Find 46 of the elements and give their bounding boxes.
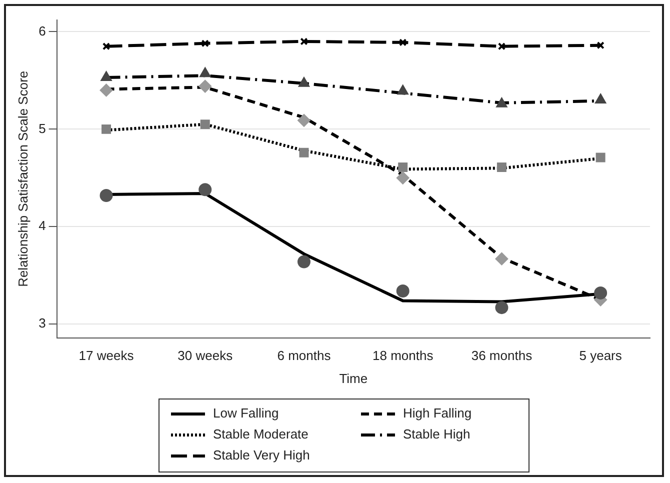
point — [495, 252, 508, 266]
point — [200, 120, 210, 130]
point — [102, 42, 110, 50]
y-tick-label: 6 — [38, 23, 46, 38]
y-axis-title: Relationship Satisfaction Scale Score — [15, 70, 30, 287]
x-tick-label: 36 months — [471, 348, 533, 364]
point — [396, 284, 410, 298]
legend-label: High Falling — [403, 406, 472, 421]
point — [201, 40, 209, 48]
legend-label: Stable High — [403, 426, 470, 442]
point — [100, 84, 113, 97]
point — [199, 67, 211, 78]
point — [596, 42, 604, 50]
point — [299, 148, 309, 158]
point — [297, 255, 310, 268]
point — [100, 71, 112, 82]
point — [399, 38, 407, 46]
point — [596, 152, 606, 162]
point — [297, 114, 310, 127]
point — [496, 97, 508, 108]
point — [198, 183, 212, 196]
y-tick-label: 4 — [38, 218, 46, 234]
x-tick-label: 30 weeks — [178, 348, 234, 364]
point — [198, 80, 212, 93]
point — [594, 286, 608, 300]
point — [298, 76, 310, 87]
x-tick-label: 6 months — [277, 348, 332, 364]
x-tick-label: 5 years — [579, 348, 622, 364]
legend-label: Low Falling — [213, 406, 279, 421]
point — [398, 162, 408, 172]
x-axis-title: Time — [339, 370, 368, 386]
x-tick-label: 17 weeks — [78, 348, 134, 364]
point — [496, 162, 506, 172]
point — [102, 124, 112, 134]
y-tick-label: 5 — [38, 120, 46, 136]
point — [100, 188, 113, 202]
point — [396, 171, 410, 184]
legend-label: Stable Moderate — [213, 426, 308, 442]
point — [300, 38, 308, 46]
point — [498, 42, 506, 50]
point — [397, 84, 409, 95]
point — [495, 301, 508, 314]
point — [594, 93, 606, 104]
x-tick-label: 18 months — [372, 348, 434, 364]
legend-label: Stable Very High — [213, 448, 310, 463]
y-tick-label: 3 — [38, 316, 46, 331]
